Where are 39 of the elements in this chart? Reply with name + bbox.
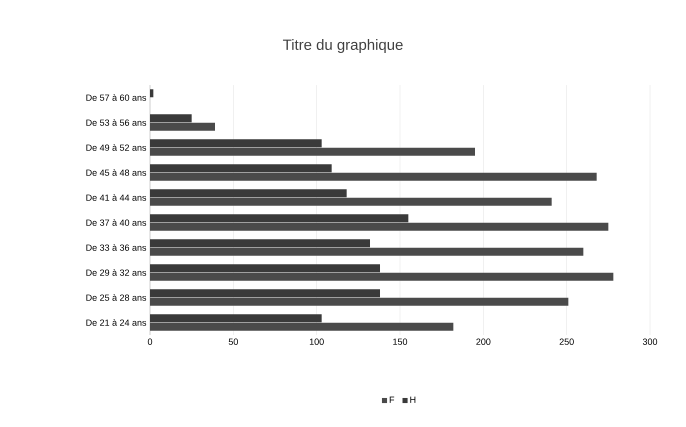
- y-tick-label: De 33 à 36 ans: [86, 244, 146, 251]
- x-tick-label: 100: [310, 338, 324, 345]
- bar: [150, 272, 614, 281]
- y-tick-label: De 57 à 60 ans: [86, 94, 146, 101]
- bar: [150, 189, 347, 198]
- legend-label: H: [410, 396, 416, 403]
- bar: [150, 214, 408, 222]
- bar: [150, 322, 454, 331]
- x-tick-label: 250: [560, 338, 574, 345]
- y-tick-label: De 25 à 28 ans: [86, 294, 146, 301]
- y-tick-label: De 49 à 52 ans: [86, 144, 146, 151]
- bar: [150, 148, 476, 156]
- bar: [150, 139, 322, 148]
- bar: [150, 314, 322, 322]
- bar: [150, 89, 154, 98]
- x-tick-label: 50: [228, 338, 238, 345]
- y-tick-label: De 53 à 56 ans: [86, 119, 146, 126]
- bar: [150, 114, 192, 122]
- bar: [150, 172, 597, 181]
- bar: [150, 289, 380, 298]
- y-tick-label: De 41 à 44 ans: [86, 194, 146, 201]
- bar: [150, 248, 584, 256]
- x-tick-label: 300: [642, 338, 658, 345]
- y-tick-label: De 21 à 24 ans: [86, 319, 146, 326]
- bar: [150, 239, 370, 248]
- bar: [150, 164, 332, 172]
- chart-title: Titre du graphique: [282, 39, 403, 53]
- bar: [150, 198, 552, 206]
- x-tick-label: 0: [148, 338, 152, 345]
- y-tick-label: De 37 à 40 ans: [86, 219, 146, 226]
- bar: [150, 298, 568, 306]
- bar: [150, 264, 380, 272]
- legend-label: F: [390, 396, 394, 403]
- y-tick-label: De 45 à 48 ans: [86, 169, 146, 176]
- bar: [150, 122, 215, 131]
- bar: [150, 222, 608, 231]
- x-tick-label: 150: [393, 338, 408, 345]
- y-tick-label: De 29 à 32 ans: [86, 269, 146, 276]
- x-tick-label: 200: [476, 338, 490, 345]
